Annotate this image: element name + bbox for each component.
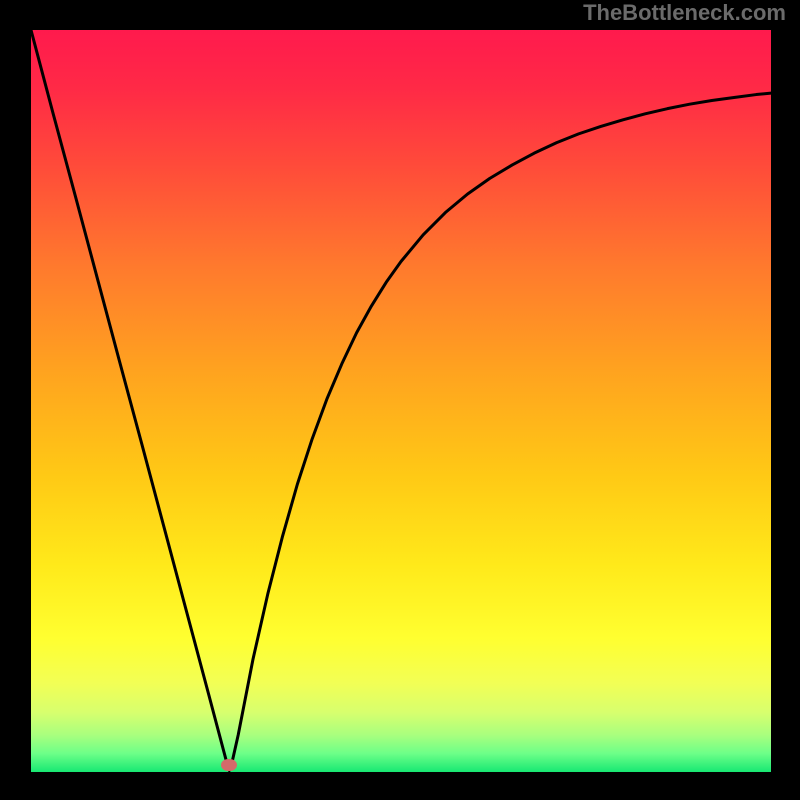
watermark-text: TheBottleneck.com xyxy=(583,0,786,26)
plot-area xyxy=(31,30,771,772)
curve-layer xyxy=(31,30,771,772)
bottleneck-curve xyxy=(31,30,771,771)
chart-container: TheBottleneck.com xyxy=(0,0,800,800)
notch-marker xyxy=(221,759,237,771)
